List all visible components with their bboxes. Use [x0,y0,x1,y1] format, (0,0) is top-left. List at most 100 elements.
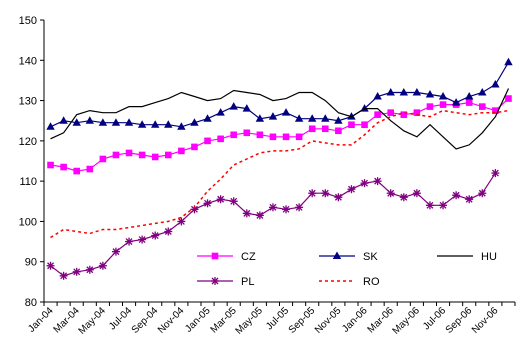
data-point [282,133,290,141]
data-point [164,151,172,159]
data-point [217,135,224,143]
data-point [334,116,343,124]
x-tick-label: Nov-05 [313,305,344,336]
data-point [72,267,81,276]
data-point [86,165,94,173]
data-point [230,131,238,139]
data-point [125,237,134,246]
data-point [229,102,238,110]
series-ro [50,109,509,239]
x-tick-label: Jan-05 [183,305,213,335]
series-pl [46,169,500,280]
series-line-pl [50,172,496,277]
data-point [438,92,448,100]
data-point [269,133,277,141]
x-tick-label: Sep-05 [287,305,318,336]
data-point [203,114,212,122]
data-point [85,265,94,274]
data-point [98,261,107,270]
data-point [178,147,185,155]
data-point [360,179,369,188]
data-point [465,195,474,204]
data-point [294,114,304,122]
data-point [308,125,316,133]
data-point [425,201,434,210]
data-point [491,79,500,88]
data-point [465,99,473,106]
data-point [321,114,330,122]
legend: CZ SK HU PL RO [197,251,497,288]
data-point [491,169,500,178]
data-point [60,163,67,171]
data-point [412,88,422,96]
data-point [211,277,219,285]
data-point [478,103,486,110]
data-point [373,177,382,186]
legend-item-pl: PL [197,276,254,288]
data-point [321,125,329,133]
legend-item-sk: SK [319,251,378,263]
data-point [111,118,121,126]
data-point [211,252,219,260]
x-tick-label: May-05 [234,305,266,337]
data-point [256,131,264,139]
data-point [85,116,94,124]
data-point [478,189,487,198]
series-line-cz [50,98,509,172]
data-point [439,201,448,210]
x-tick-label: May-04 [77,305,109,337]
data-point [151,120,160,128]
data-point [112,151,120,159]
data-point [255,211,264,220]
data-point [399,193,408,202]
legend-item-hu: HU [437,251,497,263]
data-point [399,88,408,96]
y-tick-label: 110 [19,176,37,188]
data-point [99,155,107,163]
data-point [452,191,461,200]
series-line-ro [50,109,509,239]
data-point [47,161,54,169]
data-point [308,114,317,122]
data-point [400,111,408,118]
y-tick-label: 130 [19,96,37,108]
data-point [138,235,147,244]
data-point [465,92,474,100]
y-tick-label: 100 [19,216,37,228]
data-point [229,197,238,206]
data-point [111,247,120,256]
data-point [308,189,317,198]
legend-label: SK [363,251,378,263]
data-point [242,104,251,112]
x-tick-label: May-06 [391,305,423,337]
data-point [138,151,146,159]
data-point [243,129,251,137]
data-point [451,98,461,106]
data-point [282,205,291,214]
data-point [203,199,212,208]
data-point [335,127,342,135]
data-point [46,122,55,130]
data-point [295,133,303,141]
y-tick-label: 150 [19,15,37,27]
x-tick-label: Sep-06 [444,305,475,336]
data-point [361,121,368,129]
y-tick-label: 140 [19,55,37,67]
data-point [348,121,355,129]
data-point [347,185,356,194]
data-point [204,137,211,145]
data-point [281,108,291,116]
legend-item-ro: RO [319,276,380,288]
data-point [387,109,395,116]
legend-label: CZ [241,251,256,263]
data-point [413,109,421,116]
axes: 8090100110120130140150Jan-04Mar-04May-04… [19,15,516,337]
data-point [347,112,356,120]
legend-label: HU [481,251,497,263]
data-point [295,203,304,212]
data-point [425,90,435,98]
data-point [125,149,133,157]
data-point [373,92,382,100]
data-point [151,153,159,161]
